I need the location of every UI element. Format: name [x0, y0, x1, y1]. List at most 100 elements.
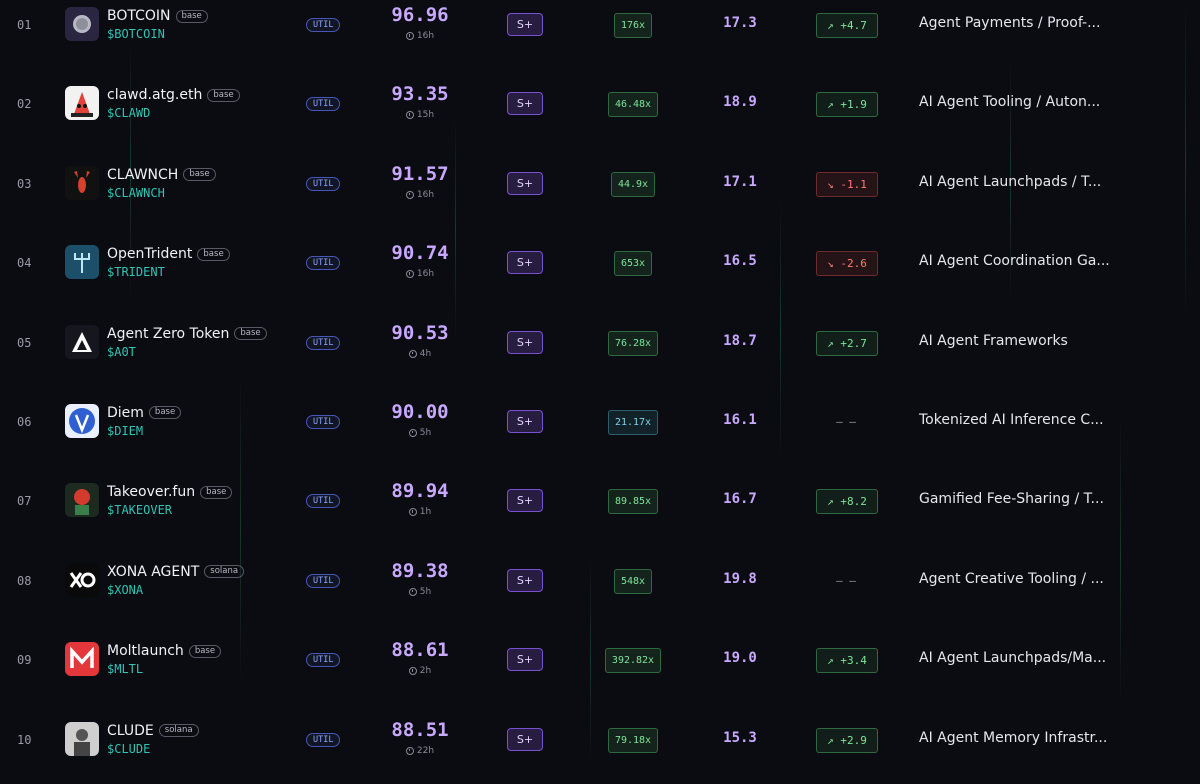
- change-value: +3.4: [840, 654, 867, 668]
- type-badge: UTIL: [306, 335, 341, 350]
- token-name[interactable]: Takeover.fun: [107, 484, 196, 501]
- clock-icon: [408, 349, 417, 358]
- table-row[interactable]: 04 OpenTrident base $TRIDENT UTIL 90.74 …: [0, 228, 1200, 307]
- age: 1h: [419, 507, 432, 518]
- rank: 08: [17, 573, 32, 588]
- clock-icon: [405, 746, 414, 755]
- chain-badge: solana: [204, 565, 245, 579]
- volume-value: 16.7: [723, 491, 757, 508]
- score: 88.51: [391, 718, 449, 741]
- token-name[interactable]: Moltlaunch: [107, 643, 184, 660]
- rank: 09: [17, 653, 32, 668]
- multiple-badge: 392.82x: [604, 648, 662, 674]
- red-character-icon: [65, 483, 99, 518]
- change-value: +4.7: [840, 19, 867, 32]
- multiple-badge: 76.28x: [607, 330, 659, 356]
- chain-badge: base: [197, 247, 230, 261]
- change-value: +2.7: [840, 336, 867, 350]
- table-row[interactable]: 07 Takeover.fun base $TAKEOVER UTIL 89.9…: [0, 466, 1200, 545]
- table-row[interactable]: 02 clawd.atg.eth base $CLAWD UTIL 93.35 …: [0, 69, 1200, 148]
- volume-value: 18.7: [723, 332, 757, 349]
- token-ticker: $TRIDENT: [107, 265, 165, 280]
- change-value: +2.9: [840, 733, 867, 747]
- category: AI Agent Launchpads / T...: [919, 173, 1102, 190]
- token-name[interactable]: XONA AGENT: [107, 563, 200, 580]
- token-name[interactable]: CLUDE: [107, 722, 154, 739]
- table-row[interactable]: 03 CLAWNCH base $CLAWNCH UTIL 91.57 16h …: [0, 149, 1200, 228]
- clock-icon: [405, 32, 414, 40]
- age: 15h: [416, 110, 435, 121]
- trend-up-icon: ↗: [827, 654, 841, 668]
- grade-badge: S+: [507, 251, 543, 275]
- change-badge: ↘ -2.6: [816, 251, 878, 277]
- table-row[interactable]: 08 XONA AGENT solana $XONA UTIL 89.38 5h…: [0, 546, 1200, 625]
- triangle-a-icon: [65, 324, 99, 359]
- score: 90.00: [391, 400, 449, 423]
- rank: 05: [17, 335, 32, 350]
- red-claw-mascot-icon: [65, 86, 99, 121]
- multiple-badge: 21.17x: [607, 409, 659, 435]
- token-name[interactable]: BOTCOIN: [107, 8, 171, 24]
- token-ticker: $CLUDE: [107, 741, 151, 756]
- trend-up-icon: ↗: [827, 19, 841, 32]
- clock-icon: [405, 190, 414, 199]
- blue-shield-icon: [65, 403, 99, 438]
- red-m-logo-icon: [65, 642, 99, 677]
- volume-value: 16.1: [723, 411, 757, 428]
- type-badge: UTIL: [306, 176, 341, 191]
- token-name[interactable]: OpenTrident: [107, 246, 193, 263]
- category: Tokenized AI Inference C...: [919, 411, 1104, 428]
- change-value: – –: [836, 573, 856, 587]
- change-badge: ↗ +1.9: [816, 92, 878, 118]
- table-row[interactable]: 05 Agent Zero Token base $A0T UTIL 90.53…: [0, 308, 1200, 387]
- table-row[interactable]: 09 Moltlaunch base $MLTL UTIL 88.61 2h S…: [0, 625, 1200, 704]
- category: AI Agent Frameworks: [919, 332, 1068, 349]
- chain-badge: base: [200, 485, 233, 499]
- rank: 07: [17, 494, 32, 509]
- chain-badge: base: [175, 9, 208, 23]
- score: 89.94: [391, 480, 449, 503]
- token-name[interactable]: Agent Zero Token: [107, 325, 230, 342]
- category: AI Agent Tooling / Auton...: [919, 94, 1101, 111]
- chain-badge: base: [207, 88, 240, 102]
- type-badge: UTIL: [306, 732, 341, 747]
- clock-icon: [408, 428, 417, 437]
- age: 5h: [419, 427, 432, 438]
- xo-logo-icon: [65, 562, 99, 597]
- token-ticker: $CLAWNCH: [107, 185, 165, 200]
- table-row[interactable]: 01 BOTCOIN base $BOTCOIN UTIL 96.96 16h …: [0, 0, 1200, 69]
- change-badge: ↘ -1.1: [816, 171, 878, 197]
- token-ticker: $XONA: [107, 582, 144, 597]
- table-row[interactable]: 10 CLUDE solana $CLUDE UTIL 88.51 22h S+…: [0, 705, 1200, 784]
- volume-value: 17.3: [723, 15, 757, 31]
- grade-badge: S+: [507, 727, 543, 751]
- chain-badge: solana: [158, 724, 199, 738]
- clock-icon: [408, 587, 417, 596]
- token-ticker: $BOTCOIN: [107, 27, 165, 41]
- trend-up-icon: ↗: [827, 98, 841, 112]
- age: 5h: [419, 586, 432, 597]
- trend-down-icon: ↘: [827, 177, 841, 191]
- grayscale-portrait-icon: [65, 721, 99, 756]
- token-name[interactable]: clawd.atg.eth: [107, 87, 203, 104]
- category: Agent Creative Tooling / ...: [919, 570, 1104, 587]
- table-row[interactable]: 06 Diem base $DIEM UTIL 90.00 5h S+ 21.1…: [0, 387, 1200, 466]
- chain-badge: base: [183, 168, 216, 182]
- change-value: +8.2: [840, 495, 867, 509]
- change-badge: ↗ +2.7: [816, 330, 878, 356]
- lobster-icon: [65, 165, 99, 200]
- token-ticker: $CLAWD: [107, 106, 151, 121]
- category: Gamified Fee-Sharing / T...: [919, 491, 1104, 508]
- multiple-badge: 44.9x: [610, 171, 656, 197]
- volume-value: 16.5: [723, 253, 757, 270]
- score: 90.74: [391, 242, 449, 265]
- score: 96.96: [391, 4, 449, 26]
- volume-value: 19.0: [723, 650, 757, 667]
- token-name[interactable]: Diem: [107, 404, 144, 421]
- type-badge: UTIL: [306, 414, 341, 429]
- volume-value: 15.3: [723, 729, 757, 746]
- token-name[interactable]: CLAWNCH: [107, 166, 179, 183]
- category: Agent Payments / Proof-...: [919, 15, 1101, 31]
- token-ticker: $A0T: [107, 344, 136, 359]
